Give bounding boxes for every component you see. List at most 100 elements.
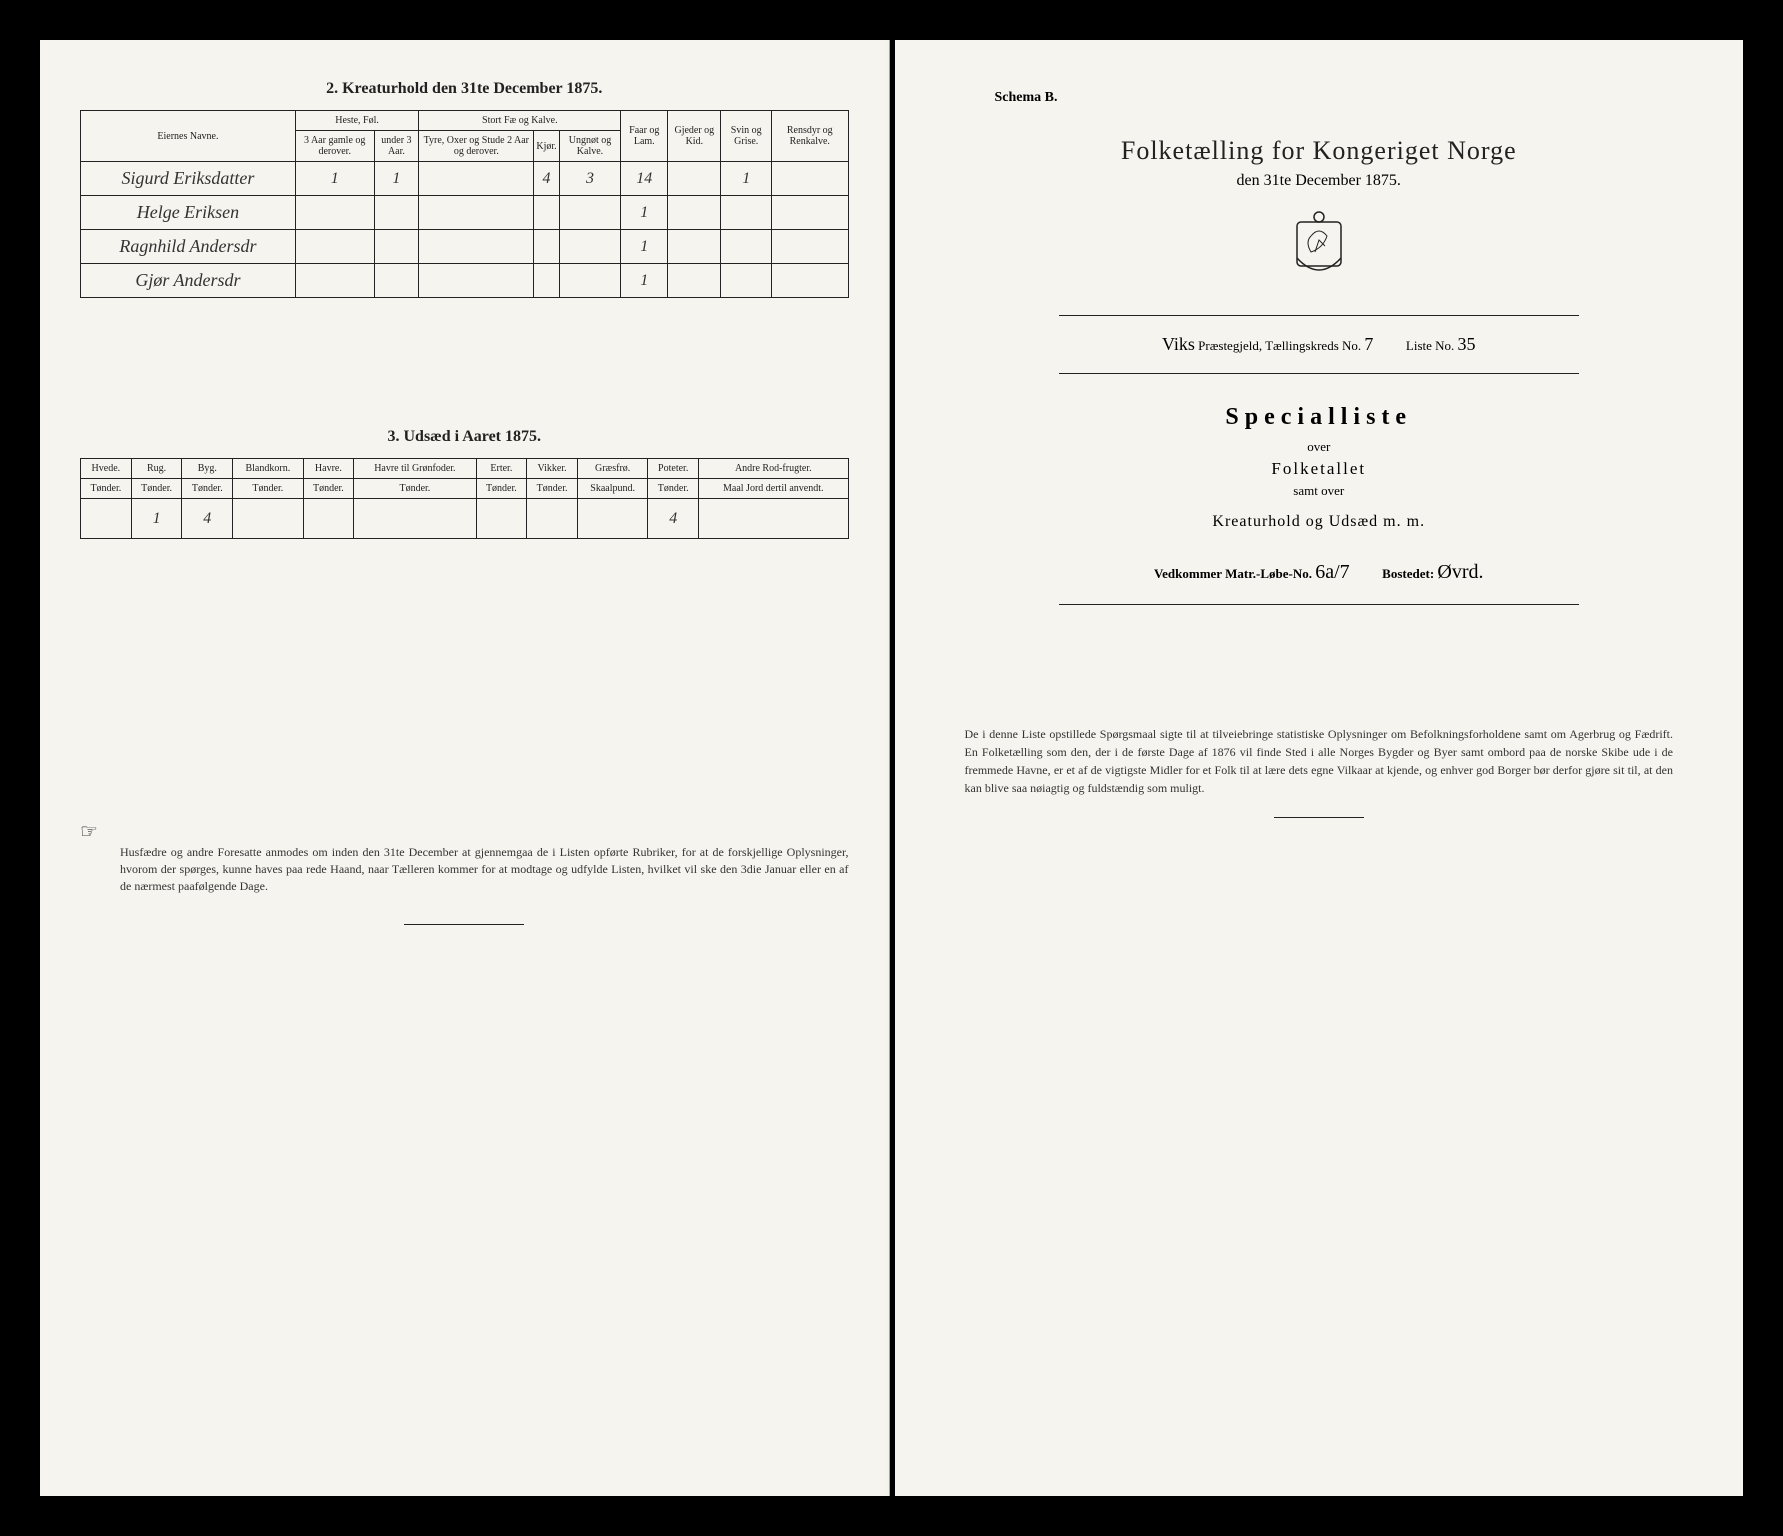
col-unit: Tønder. [182, 479, 233, 499]
cell [772, 196, 848, 230]
col-horse-group: Heste, Føl. [295, 111, 418, 131]
cell: 1 [621, 230, 668, 264]
bosted-label: Bostedet: [1382, 566, 1434, 581]
parish-label: Præstegjeld, Tællingskreds No. [1198, 338, 1361, 353]
left-footnote-block: ☞ Husfædre og andre Foresatte anmodes om… [80, 819, 849, 894]
cell [699, 499, 848, 539]
table3-title: 3. Udsæd i Aaret 1875. [80, 428, 849, 446]
cell [295, 264, 374, 298]
cell [476, 499, 527, 539]
parish-name: Viks [1162, 334, 1195, 354]
col-header: Andre Rod-frugter. [699, 459, 848, 479]
col-owners: Eiernes Navne. [81, 111, 296, 162]
cell [303, 499, 354, 539]
cell [668, 196, 721, 230]
bosted-name: Øvrd. [1437, 561, 1483, 583]
col-reindeer: Rensdyr og Renkalve. [772, 111, 848, 162]
cell [374, 196, 419, 230]
cell [721, 230, 772, 264]
col-goats: Gjeder og Kid. [668, 111, 721, 162]
col-unit: Tønder. [648, 479, 699, 499]
right-page: Schema B. Folketælling for Kongeriget No… [895, 40, 1744, 1496]
owner-cell: Helge Eriksen [81, 196, 296, 230]
col-cattle-c: Ungnøt og Kalve. [559, 131, 621, 162]
right-footnote: De i denne Liste opstillede Spørgsmaal s… [965, 725, 1674, 797]
col-horse-a: 3 Aar gamle og derover. [295, 131, 374, 162]
spec-folketallet: Folketallet [935, 459, 1704, 479]
sowing-table: Hvede.Rug.Byg.Blandkorn.Havre.Havre til … [80, 458, 849, 539]
cell [534, 230, 559, 264]
col-cattle-a: Tyre, Oxer og Stude 2 Aar og derover. [419, 131, 534, 162]
col-cattle-group: Stort Fæ og Kalve. [419, 111, 621, 131]
divider [404, 924, 524, 925]
col-header: Havre til Grønfoder. [354, 459, 476, 479]
col-unit: Tønder. [303, 479, 354, 499]
kreds-no: 7 [1364, 334, 1373, 354]
cell [721, 196, 772, 230]
cell [295, 230, 374, 264]
specialliste-title: Specialliste [935, 404, 1704, 431]
cell: 1 [131, 499, 182, 539]
cell [419, 162, 534, 196]
col-unit: Tønder. [131, 479, 182, 499]
col-unit: Tønder. [233, 479, 303, 499]
census-main-title: Folketælling for Kongeriget Norge [935, 136, 1704, 166]
liste-no: 35 [1458, 334, 1476, 354]
col-pigs: Svin og Grise. [721, 111, 772, 162]
table-row: Gjør Andersdr1 [81, 264, 849, 298]
liste-label: Liste No. [1406, 338, 1454, 353]
col-cattle-b: Kjør. [534, 131, 559, 162]
col-header: Græsfrø. [577, 459, 647, 479]
census-date: den 31te December 1875. [935, 172, 1704, 190]
schema-label: Schema B. [995, 90, 1704, 106]
col-sheep: Faar og Lam. [621, 111, 668, 162]
owner-cell: Sigurd Eriksdatter [81, 162, 296, 196]
cell [668, 264, 721, 298]
left-footnote: Husfædre og andre Foresatte anmodes om i… [120, 844, 849, 894]
cell [374, 230, 419, 264]
cell: 14 [621, 162, 668, 196]
col-header: Blandkorn. [233, 459, 303, 479]
cell [295, 196, 374, 230]
cell [721, 264, 772, 298]
cell [772, 264, 848, 298]
col-unit: Tønder. [354, 479, 476, 499]
vedkommer-line: Vedkommer Matr.-Løbe-No. 6a/7 Bostedet: … [935, 561, 1704, 584]
cell [534, 264, 559, 298]
cell [668, 162, 721, 196]
cell: 1 [721, 162, 772, 196]
left-page: 2. Kreaturhold den 31te December 1875. E… [40, 40, 890, 1496]
col-header: Poteter. [648, 459, 699, 479]
col-header: Havre. [303, 459, 354, 479]
divider [1059, 604, 1579, 605]
table-row: Ragnhild Andersdr1 [81, 230, 849, 264]
cell [527, 499, 578, 539]
col-horse-b: under 3 Aar. [374, 131, 419, 162]
col-unit: Tønder. [527, 479, 578, 499]
vedk-label: Vedkommer Matr.-Løbe-No. [1154, 566, 1312, 581]
cell: 4 [534, 162, 559, 196]
cell [354, 499, 476, 539]
cell [233, 499, 303, 539]
pointing-hand-icon: ☞ [80, 819, 110, 844]
cell: 1 [621, 264, 668, 298]
table-row: Sigurd Eriksdatter1143141 [81, 162, 849, 196]
cell: 1 [295, 162, 374, 196]
col-header: Vikker. [527, 459, 578, 479]
cell: 1 [374, 162, 419, 196]
cell [577, 499, 647, 539]
coat-of-arms-icon [935, 210, 1704, 290]
livestock-table: Eiernes Navne. Heste, Føl. Stort Fæ og K… [80, 110, 849, 298]
cell [559, 264, 621, 298]
matr-no: 6a/7 [1315, 561, 1349, 583]
cell [419, 264, 534, 298]
cell: 3 [559, 162, 621, 196]
col-header: Hvede. [81, 459, 132, 479]
cell: 4 [648, 499, 699, 539]
col-header: Rug. [131, 459, 182, 479]
cell [559, 230, 621, 264]
cell [81, 499, 132, 539]
col-header: Byg. [182, 459, 233, 479]
cell [772, 230, 848, 264]
table2-title: 2. Kreaturhold den 31te December 1875. [80, 80, 849, 98]
